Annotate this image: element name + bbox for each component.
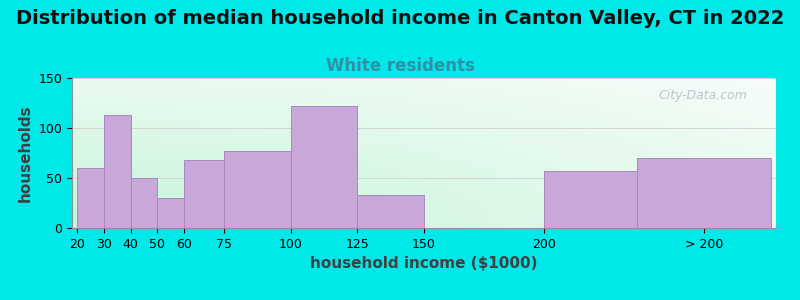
Bar <box>184 160 224 228</box>
Y-axis label: households: households <box>18 104 33 202</box>
Bar <box>130 178 158 228</box>
Bar <box>158 198 184 228</box>
Text: Distribution of median household income in Canton Valley, CT in 2022: Distribution of median household income … <box>16 9 784 28</box>
Bar <box>290 106 358 228</box>
Bar <box>224 151 290 228</box>
Bar <box>638 158 770 228</box>
Text: White residents: White residents <box>326 57 474 75</box>
X-axis label: household income ($1000): household income ($1000) <box>310 256 538 271</box>
Bar <box>358 195 424 228</box>
Bar <box>104 115 130 228</box>
Bar <box>78 168 104 228</box>
Text: City-Data.com: City-Data.com <box>659 88 748 101</box>
Bar <box>544 171 638 228</box>
